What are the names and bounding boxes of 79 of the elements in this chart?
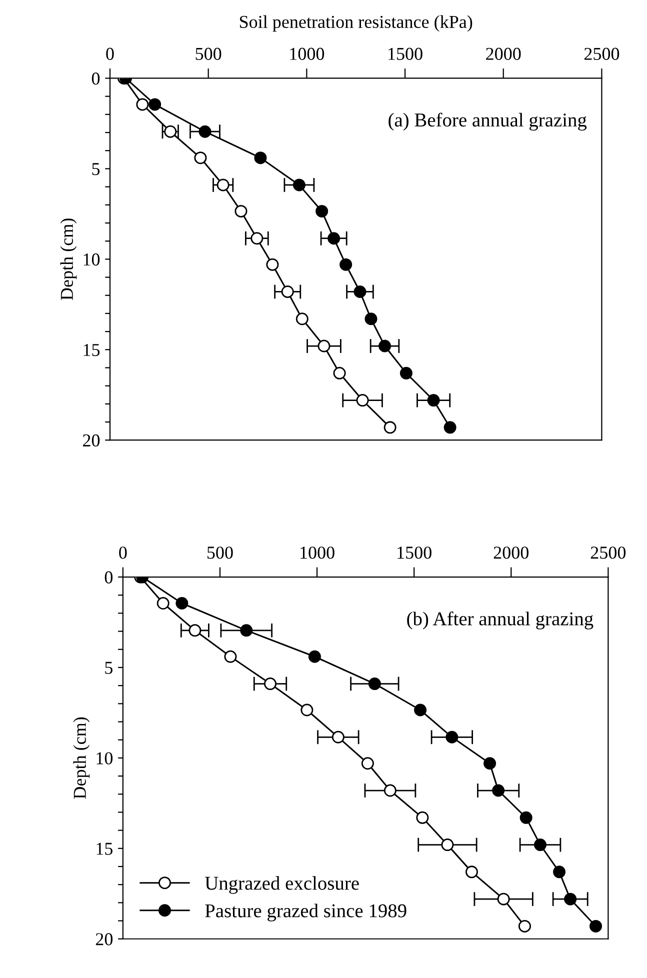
text: (a) Before annual grazing bbox=[388, 112, 587, 131]
point bbox=[332, 730, 344, 744]
x-axis-title: Soil penetration resistance (kPa) bbox=[240, 15, 472, 32]
y-tick-label: 0 bbox=[104, 571, 113, 584]
y-tick-label: 20 bbox=[83, 434, 100, 447]
x-tick-label: 1000 bbox=[300, 546, 334, 559]
y-tick-label: 5 bbox=[105, 662, 112, 674]
point bbox=[318, 340, 330, 352]
y-axis-title: Depth (cm) bbox=[60, 218, 77, 300]
y-tick-label: 5 bbox=[92, 163, 100, 176]
y-tick-label: 15 bbox=[96, 842, 112, 855]
point bbox=[234, 204, 248, 218]
point bbox=[254, 152, 267, 164]
x-tick-label: 1500 bbox=[388, 48, 422, 60]
point bbox=[308, 650, 321, 663]
point bbox=[266, 258, 279, 271]
point bbox=[328, 232, 340, 245]
point bbox=[361, 757, 374, 770]
y-tick-label: 10 bbox=[96, 752, 113, 764]
legend-label: Pasture grazed since 1989 bbox=[205, 904, 406, 922]
point bbox=[356, 394, 369, 407]
point bbox=[316, 204, 328, 218]
point bbox=[224, 650, 237, 663]
point bbox=[564, 892, 577, 906]
y-tick-label: 10 bbox=[84, 253, 100, 266]
x-tick-label: 1000 bbox=[290, 48, 324, 60]
x-tick-label: 2500 bbox=[584, 48, 620, 60]
point bbox=[414, 704, 427, 716]
point bbox=[441, 838, 454, 852]
point bbox=[378, 340, 392, 352]
point bbox=[416, 811, 429, 824]
x-tick-label: 500 bbox=[196, 48, 222, 60]
point bbox=[194, 152, 207, 164]
y-tick-label: 15 bbox=[84, 344, 100, 356]
point bbox=[156, 597, 170, 610]
point bbox=[518, 920, 531, 932]
point bbox=[292, 178, 306, 192]
point bbox=[364, 312, 378, 326]
point bbox=[520, 811, 532, 824]
x-tick-label: 2500 bbox=[590, 546, 626, 559]
x-tick-label: 2000 bbox=[486, 48, 521, 60]
point bbox=[465, 866, 478, 878]
point bbox=[553, 866, 566, 878]
y-tick-label: 20 bbox=[96, 933, 113, 946]
point bbox=[444, 421, 456, 434]
x-tick-label: 1500 bbox=[398, 546, 432, 559]
y-axis-title: Depth (cm) bbox=[73, 717, 90, 799]
point bbox=[384, 421, 396, 434]
point bbox=[216, 178, 230, 192]
point bbox=[250, 232, 264, 245]
x-tick-label: 500 bbox=[207, 546, 233, 559]
text: (b) After annual grazing bbox=[407, 612, 594, 630]
point bbox=[484, 757, 496, 770]
point bbox=[240, 624, 253, 637]
point bbox=[427, 394, 440, 407]
point bbox=[176, 597, 188, 610]
point bbox=[300, 704, 314, 716]
legend-label: Ungrazed exclosure bbox=[205, 876, 359, 894]
point bbox=[354, 285, 366, 298]
point bbox=[198, 125, 212, 138]
point bbox=[340, 258, 352, 271]
point bbox=[446, 730, 458, 744]
point bbox=[534, 838, 546, 852]
y-tick-label: 0 bbox=[92, 72, 100, 85]
x-tick-label: 2000 bbox=[494, 546, 528, 559]
point bbox=[264, 678, 276, 690]
point bbox=[400, 366, 412, 380]
point bbox=[492, 784, 505, 797]
point bbox=[590, 920, 602, 932]
point bbox=[384, 784, 396, 797]
point bbox=[368, 678, 381, 690]
point bbox=[296, 312, 308, 326]
point bbox=[188, 624, 202, 637]
point bbox=[281, 285, 294, 298]
point bbox=[497, 892, 510, 906]
point bbox=[333, 366, 346, 380]
point bbox=[148, 98, 162, 111]
point bbox=[136, 98, 149, 111]
x-tick-label: 0 bbox=[119, 546, 127, 559]
